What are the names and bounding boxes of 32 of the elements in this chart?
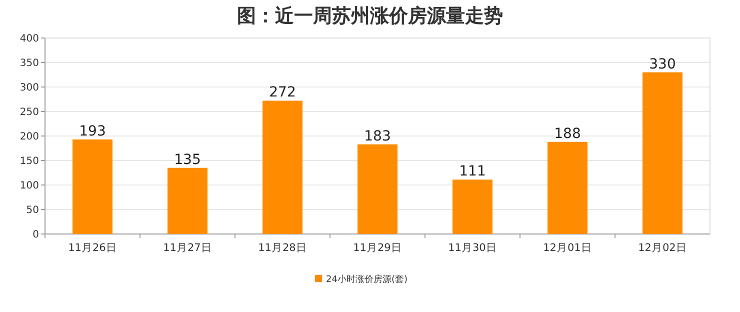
legend-label: 24小时涨价房源(套) (326, 274, 408, 285)
data-label: 272 (269, 84, 296, 101)
x-tick-label: 11月27日 (163, 242, 212, 254)
y-tick-label: 50 (26, 205, 39, 216)
x-tick-label: 11月29日 (353, 242, 402, 254)
y-tick-label: 0 (32, 230, 39, 240)
y-tick-label: 250 (20, 107, 39, 118)
y-tick-label: 400 (20, 34, 39, 44)
data-label: 188 (554, 126, 581, 142)
data-label: 111 (459, 164, 486, 180)
y-tick-label: 200 (20, 132, 39, 142)
bar (642, 72, 682, 234)
bar (168, 168, 208, 234)
bar (262, 100, 302, 234)
chart-title: 图：近一周苏州涨价房源量走势 (237, 5, 503, 27)
data-label: 183 (364, 128, 391, 144)
bar (358, 144, 398, 234)
data-label: 193 (79, 123, 106, 140)
y-tick-label: 350 (20, 58, 39, 69)
data-label: 330 (649, 56, 676, 72)
y-tick-label: 150 (20, 156, 39, 167)
bar (72, 139, 112, 234)
y-tick-label: 300 (20, 82, 39, 94)
y-tick-label: 100 (20, 180, 39, 192)
x-tick-label: 11月28日 (258, 242, 307, 254)
bar (452, 180, 492, 234)
x-tick-label: 11月26日 (68, 242, 117, 254)
x-tick-label: 11月30日 (448, 242, 497, 254)
data-label: 135 (174, 152, 201, 168)
x-tick-label: 12月01日 (543, 242, 592, 254)
x-tick-label: 12月02日 (638, 242, 687, 254)
bar (548, 142, 588, 234)
